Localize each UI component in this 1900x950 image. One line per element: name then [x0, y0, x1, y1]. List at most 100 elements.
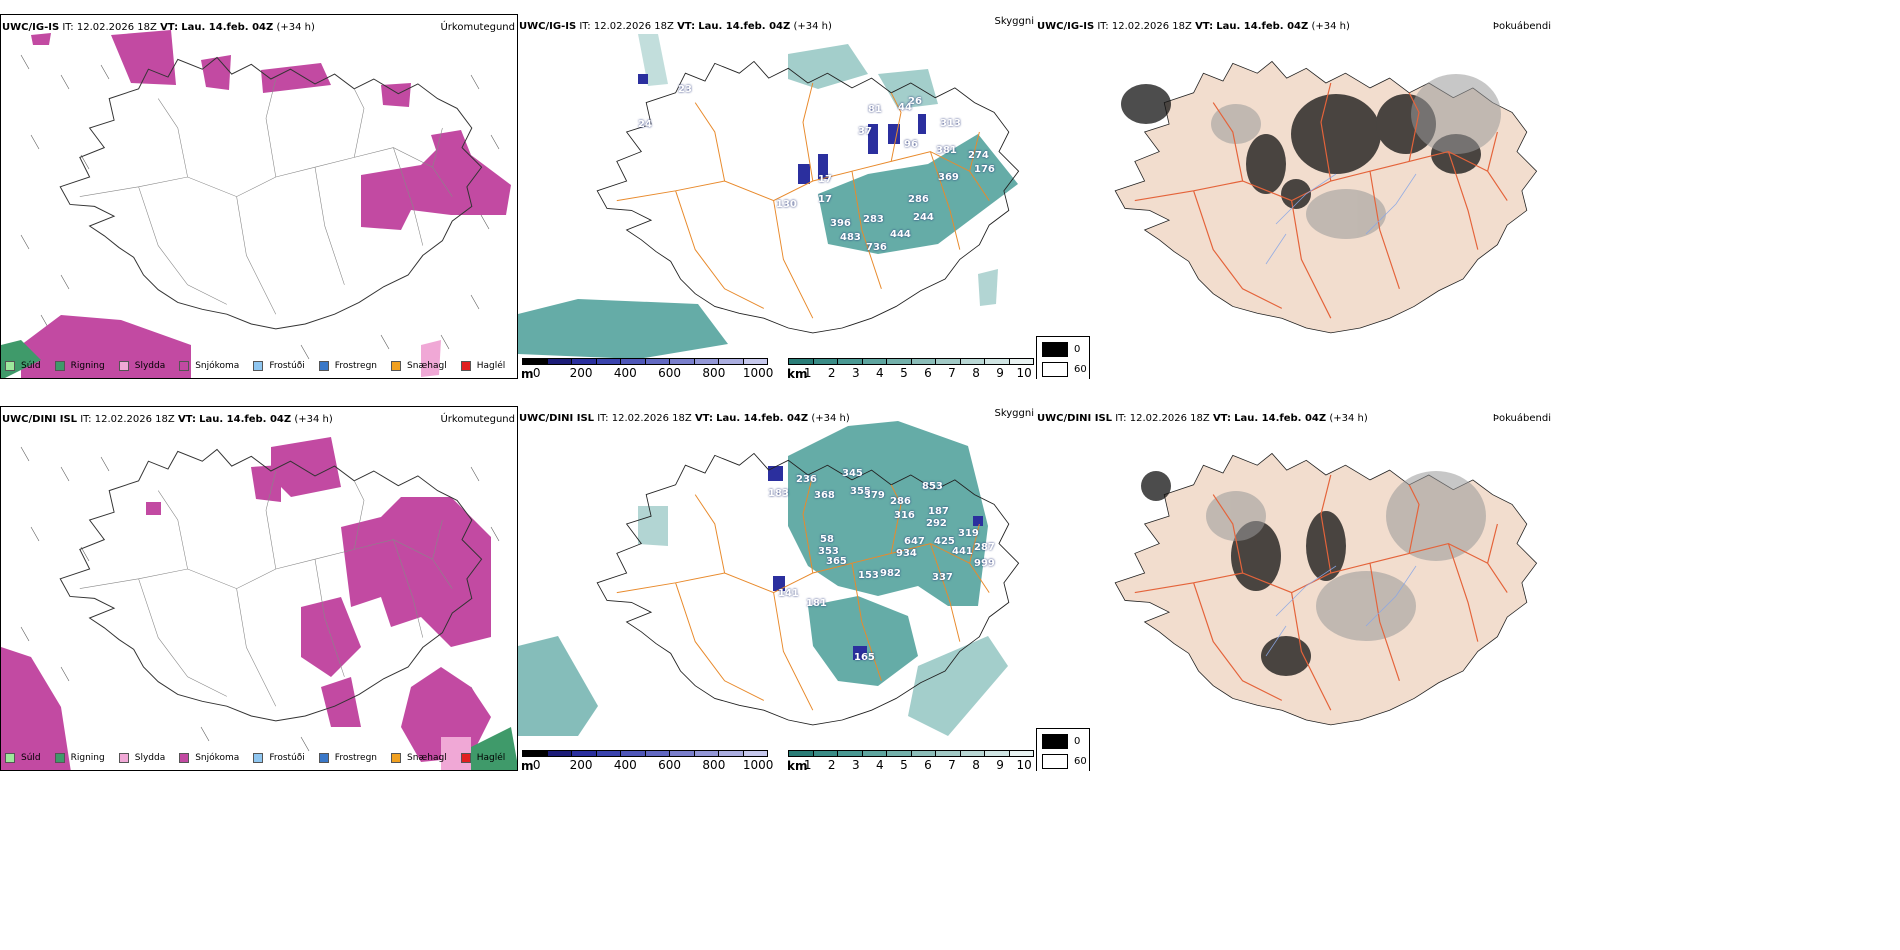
cloud-panel-name-top: Skyggni — [994, 16, 1034, 27]
fog-map-top — [1114, 60, 1538, 334]
cloudbase-label: 287 — [974, 542, 995, 553]
colorbar-tick: 800 — [702, 758, 726, 771]
cloudbase-label: 381 — [936, 145, 957, 156]
cloudbase-label: 736 — [866, 242, 887, 253]
precip-panel-top: UWC/IG-IS IT: 12.02.2026 18Z VT: Lau. 14… — [0, 14, 518, 379]
colorbar-tick: 0 — [532, 366, 541, 379]
precip-legend-bottom: Súld Rigning Slydda Snjókoma Frostúði Fr… — [5, 753, 517, 763]
colorbar-segment — [572, 751, 597, 756]
colorbar-tick: 1 — [803, 366, 812, 379]
colorbar-segment — [911, 751, 936, 756]
colorbar-segment — [547, 751, 572, 756]
cloud-map-top — [518, 34, 1020, 359]
legend-item: Slydda — [118, 753, 165, 763]
colorbar-tick: 0 — [532, 758, 541, 771]
fog-index-mid — [1211, 74, 1501, 239]
colorbar-tick: 200 — [569, 366, 593, 379]
fog-index-dark — [1141, 471, 1346, 676]
legend-item: Súld — [5, 361, 41, 371]
colorbar-segment — [887, 359, 912, 364]
fog-scale-top: 0 60 — [1036, 336, 1090, 379]
colorbar-segment — [838, 359, 863, 364]
precip-title-bottom: UWC/DINI ISL IT: 12.02.2026 18Z VT: Lau.… — [2, 414, 333, 425]
cloudbase-label: 58 — [820, 534, 834, 545]
cloudbase-label: 934 — [896, 548, 917, 559]
precip-panel-bottom: UWC/DINI ISL IT: 12.02.2026 18Z VT: Lau.… — [0, 406, 518, 771]
colorbar-segment — [572, 359, 597, 364]
colorbar-tick: 5 — [900, 366, 908, 379]
colorbar-tick: 7 — [948, 366, 956, 379]
colorbar-segment — [743, 359, 767, 364]
colorbar-tick: 7 — [948, 758, 956, 771]
visibility-colorbar-bottom: 1 2 3 4 5 6 7 8 9 10 km — [787, 750, 1034, 771]
colorbar-tick: 600 — [658, 366, 682, 379]
fog-scale-bottom: 0 60 — [1036, 728, 1090, 771]
cloudbase-label: 369 — [938, 172, 959, 183]
colorbar-tick: 9 — [996, 366, 1004, 379]
precip-map-top — [1, 30, 511, 378]
colorbar-segment — [936, 751, 961, 756]
cloudbase-label: 130 — [776, 199, 797, 210]
cloud-map-bottom — [518, 421, 1020, 736]
fog-panel-name-top: Þokuábendi — [1492, 21, 1551, 32]
legend-item: Frostúði — [253, 753, 305, 763]
cloudbase-label: 165 — [854, 652, 875, 663]
cloudbase-label: 313 — [940, 118, 961, 129]
colorbar-segment — [1009, 359, 1033, 364]
colorbar-segment — [813, 751, 838, 756]
colorbar-tick: 6 — [924, 758, 932, 771]
cloudbase-label: 396 — [830, 218, 851, 229]
colorbar-tick: 4 — [876, 366, 884, 379]
colorbar-segment — [645, 751, 670, 756]
cloudbase-label: 647 — [904, 536, 925, 547]
colorbar-tick: 2 — [827, 758, 836, 771]
cloudbase-colorbar-bottom: 0 200 400 600 800 1000 m — [521, 750, 773, 771]
colorbar-tick: 10 — [1016, 758, 1032, 771]
colorbar-tick: 1000 — [742, 758, 774, 771]
cloudbase-label: 379 — [864, 490, 885, 501]
cloudbase-label: 44 — [898, 102, 912, 113]
cloudbase-label: 483 — [840, 232, 861, 243]
precip-map-bottom — [1, 437, 517, 770]
colorbar-tick: 400 — [613, 758, 637, 771]
cloudbase-label: 274 — [968, 150, 989, 161]
colorbar-tick: 3 — [851, 366, 860, 379]
colorbar-tick: 3 — [851, 758, 860, 771]
colorbar-segment — [813, 359, 838, 364]
colorbar-segment — [719, 359, 744, 364]
cloudbase-label: 153 — [858, 570, 879, 581]
cloudbase-label: 236 — [796, 474, 817, 485]
cloudbase-label: 292 — [926, 518, 947, 529]
colorbar-segment — [887, 751, 912, 756]
colorbar-segment — [523, 751, 548, 756]
colorbar-segment — [621, 359, 646, 364]
cloudbase-label: 982 — [880, 568, 901, 579]
colorbar-tick: 10 — [1016, 366, 1032, 379]
cloudbase-label: 425 — [934, 536, 955, 547]
fog-scale-max: 60 — [1042, 754, 1087, 769]
cloudbase-label: 365 — [826, 556, 847, 567]
legend-item: Frostregn — [318, 361, 377, 371]
cloudbase-label: 353 — [818, 546, 839, 557]
colorbar-segment — [596, 359, 621, 364]
cloudbase-label: 345 — [842, 468, 863, 479]
visibility-colorbar-top: 1 2 3 4 5 6 7 8 9 10 km — [787, 358, 1034, 379]
colorbar-segment — [985, 751, 1010, 756]
colorbar-tick: 400 — [613, 366, 637, 379]
colorbar-tick: 600 — [658, 758, 682, 771]
cloudbase-colorbar-top: 0 200 400 600 800 1000 m — [521, 358, 773, 379]
snow-areas — [1, 437, 491, 770]
legend-item: Snjókoma — [179, 753, 239, 763]
colorbar-segment — [645, 359, 670, 364]
visibility-areas — [518, 421, 1008, 736]
fog-map-bottom — [1114, 452, 1538, 726]
legend-item: Snæhagl — [391, 361, 447, 371]
cloudbase-low — [638, 74, 926, 184]
fog-scale-min: 0 — [1042, 342, 1080, 357]
fog-scale-min: 0 — [1042, 734, 1080, 749]
colorbar-tick: 8 — [972, 366, 980, 379]
colorbar-tick: 6 — [924, 366, 932, 379]
cloudbase-label: 319 — [958, 528, 979, 539]
visibility-areas — [518, 34, 1018, 359]
legend-item: Frostúði — [253, 361, 305, 371]
